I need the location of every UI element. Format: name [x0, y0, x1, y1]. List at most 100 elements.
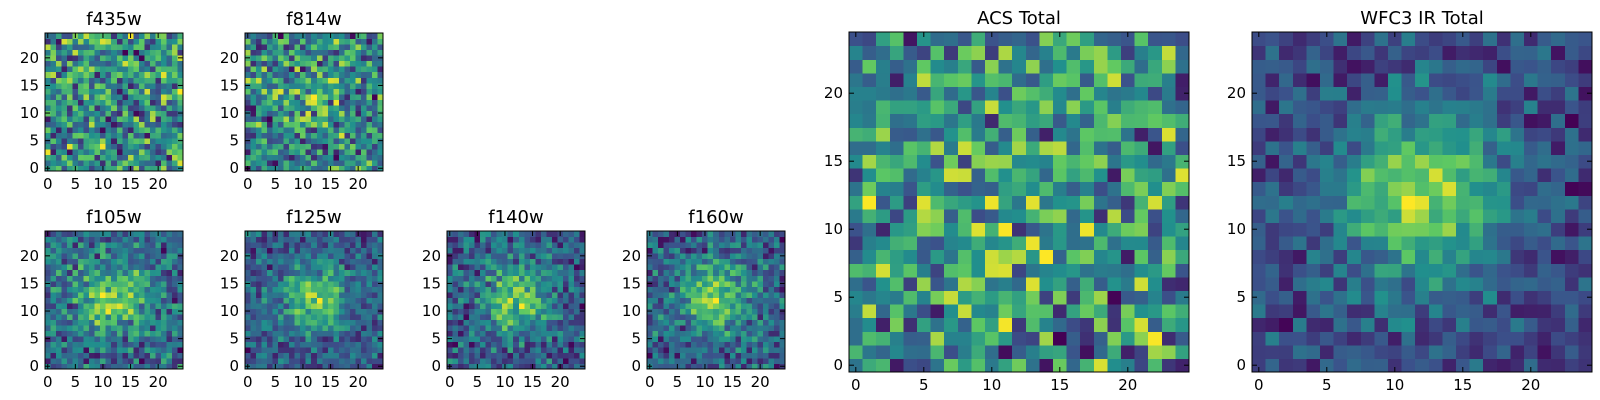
heatmap-cell — [344, 242, 351, 249]
heatmap-cell — [171, 44, 179, 51]
heatmap-cell — [696, 308, 703, 315]
heatmap-cell — [371, 291, 379, 298]
heatmap-cell — [344, 126, 351, 133]
heatmap-cell — [691, 247, 698, 254]
heatmap-cell — [1066, 154, 1081, 169]
heatmap-cell — [105, 44, 112, 51]
heatmap-cell — [305, 154, 312, 161]
heatmap-cell — [289, 55, 296, 62]
heatmap-cell — [1401, 195, 1416, 210]
heatmap-cell — [768, 313, 775, 320]
heatmap-cell — [171, 341, 179, 348]
heatmap-cell — [485, 352, 492, 359]
heatmap-cell — [111, 82, 118, 89]
heatmap-cell — [267, 159, 274, 167]
heatmap-cell — [1442, 276, 1457, 291]
heatmap-cell — [985, 113, 1000, 128]
heatmap-cell — [518, 236, 525, 243]
heatmap-cell — [1039, 222, 1054, 237]
heatmap-cell — [371, 93, 379, 100]
y-tick-label: 5 — [631, 330, 641, 348]
heatmap-cell — [256, 286, 263, 293]
heatmap-cell — [757, 280, 764, 287]
heatmap-cell — [757, 236, 764, 243]
heatmap-cell — [245, 269, 252, 276]
heatmap-cell — [72, 291, 79, 298]
heatmap-cell — [491, 330, 498, 337]
x-tick-label: 10 — [695, 373, 714, 391]
heatmap-cell — [160, 264, 168, 271]
heatmap-cell — [1401, 317, 1416, 332]
heatmap-cell — [278, 236, 285, 243]
heatmap-cell — [568, 319, 575, 326]
heatmap-cell — [61, 247, 68, 254]
heatmap-cell — [56, 363, 63, 370]
heatmap-cell — [529, 346, 536, 354]
heatmap-cell — [579, 346, 586, 354]
heatmap-cell — [740, 275, 747, 282]
heatmap-cell — [56, 99, 63, 106]
heatmap-cell — [50, 363, 57, 370]
heatmap-cell — [322, 236, 329, 243]
heatmap-cell — [1401, 263, 1416, 278]
heatmap-cell — [724, 236, 731, 243]
heatmap-cell — [1496, 208, 1511, 223]
heatmap-cell — [355, 264, 362, 271]
heatmap-cell — [1107, 32, 1122, 47]
heatmap-cell — [1053, 72, 1068, 87]
heatmap-cell — [1360, 290, 1375, 305]
heatmap-cell — [250, 236, 257, 243]
heatmap-cell — [751, 352, 758, 359]
heatmap-cell — [78, 154, 85, 161]
heatmap-cell — [724, 335, 731, 342]
heatmap-cell — [89, 49, 96, 56]
heatmap-cell — [89, 346, 96, 354]
heatmap-cell — [89, 352, 96, 359]
heatmap-cell — [278, 308, 285, 315]
heatmap-cell — [518, 352, 525, 359]
heatmap-cell — [1496, 290, 1511, 305]
heatmap-cell — [371, 77, 379, 84]
heatmap-cell — [944, 32, 959, 47]
heatmap-cell — [930, 263, 945, 278]
heatmap-cell — [669, 335, 676, 342]
heatmap-cell — [116, 38, 123, 45]
heatmap-cell — [366, 253, 373, 260]
heatmap-cell — [122, 269, 129, 276]
heatmap-cell — [740, 352, 747, 359]
heatmap-cell — [250, 302, 257, 309]
heatmap-cell — [1564, 358, 1579, 373]
heatmap-cell — [366, 324, 373, 331]
heatmap-cell — [1388, 181, 1403, 196]
heatmap-cell — [56, 77, 63, 84]
heatmap-cell — [1347, 195, 1362, 210]
heatmap-cell — [1093, 331, 1108, 346]
heatmap-cell — [524, 308, 531, 315]
heatmap-cell — [294, 82, 301, 89]
heatmap-cell — [1442, 317, 1457, 332]
heatmap-cell — [166, 297, 173, 304]
heatmap-cell — [971, 113, 986, 128]
heatmap-cell — [652, 308, 659, 315]
heatmap-cell — [546, 258, 553, 265]
heatmap-cell — [127, 291, 134, 298]
heatmap-cell — [1292, 290, 1307, 305]
heatmap-cell — [1374, 344, 1389, 359]
heatmap-cell — [300, 148, 307, 156]
heatmap-cell — [278, 82, 285, 89]
heatmap-cell — [707, 247, 714, 254]
heatmap-cell — [67, 352, 74, 359]
heatmap-cell — [674, 247, 681, 254]
heatmap-cell — [333, 308, 340, 315]
heatmap-cell — [283, 341, 290, 348]
heatmap-cell — [718, 286, 725, 293]
heatmap-cell — [1252, 290, 1267, 305]
heatmap-cell — [762, 264, 770, 271]
heatmap-cell — [447, 247, 454, 254]
heatmap-cell — [957, 222, 972, 237]
heatmap-cell — [355, 115, 362, 122]
heatmap-cell — [1428, 195, 1443, 210]
heatmap-cell — [862, 236, 877, 251]
heatmap-cell — [83, 99, 90, 106]
heatmap-cell — [111, 88, 118, 95]
